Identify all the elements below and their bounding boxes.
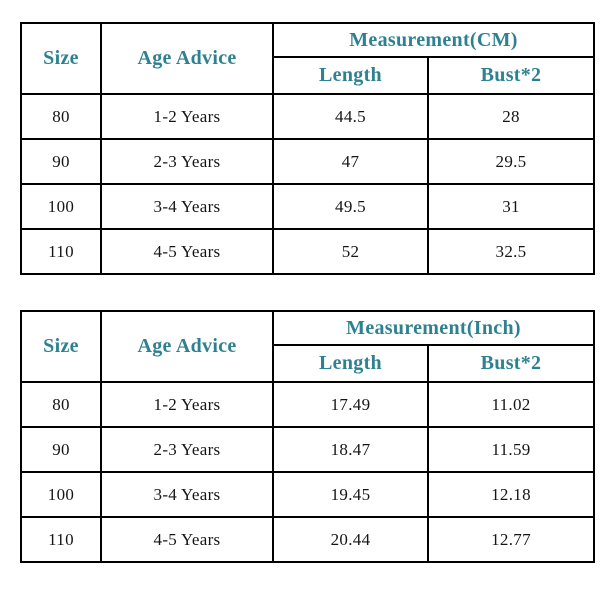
table-row: 80 1-2 Years 44.5 28: [20, 93, 596, 140]
table-row: 110 4-5 Years 52 32.5: [20, 228, 596, 275]
length-cell: 20.44: [272, 516, 429, 563]
age-cell: 3-4 Years: [100, 471, 274, 518]
size-cell: 110: [20, 516, 102, 563]
age-cell: 2-3 Years: [100, 426, 274, 473]
age-cell: 2-3 Years: [100, 138, 274, 185]
length-column-header: Length: [272, 344, 429, 383]
age-cell: 4-5 Years: [100, 228, 274, 275]
bust-cell: 31: [426, 183, 596, 230]
bust-column-header: Bust*2: [426, 56, 596, 95]
length-cell: 47: [272, 138, 429, 185]
measurement-inch-header: Measurement(Inch): [271, 310, 596, 346]
length-cell: 49.5: [272, 183, 429, 230]
bust-cell: 11.02: [426, 381, 596, 428]
header-row-subcolumns: Length Bust*2: [21, 344, 596, 383]
length-cell: 18.47: [272, 426, 429, 473]
bust-cell: 11.59: [426, 426, 596, 473]
size-chart-cm-table: Size Age Advice Measurement(CM) Length B…: [20, 22, 596, 275]
size-cell: 110: [20, 228, 102, 275]
age-cell: 3-4 Years: [100, 183, 274, 230]
size-column-header: Size: [20, 310, 102, 383]
bust-cell: 12.77: [426, 516, 596, 563]
size-cell: 90: [20, 138, 102, 185]
table-row: 100 3-4 Years 49.5 31: [20, 183, 596, 230]
table-row: 100 3-4 Years 19.45 12.18: [20, 471, 596, 518]
length-column-header: Length: [272, 56, 429, 95]
table-row: 90 2-3 Years 47 29.5: [20, 138, 596, 185]
age-cell: 1-2 Years: [100, 381, 274, 428]
bust-cell: 12.18: [426, 471, 596, 518]
length-cell: 44.5: [272, 93, 429, 140]
bust-column-header: Bust*2: [426, 344, 596, 383]
header-row-measurement: Size Age Advice Measurement(Inch): [20, 310, 596, 383]
age-advice-column-header: Age Advice: [100, 22, 274, 95]
length-cell: 52: [272, 228, 429, 275]
size-cell: 80: [20, 381, 102, 428]
header-row-measurement: Size Age Advice Measurement(CM): [20, 22, 596, 95]
length-cell: 17.49: [272, 381, 429, 428]
table-row: 110 4-5 Years 20.44 12.77: [20, 516, 596, 563]
age-cell: 4-5 Years: [100, 516, 274, 563]
size-cell: 100: [20, 471, 102, 518]
table-row: 90 2-3 Years 18.47 11.59: [20, 426, 596, 473]
size-cell: 90: [20, 426, 102, 473]
age-advice-column-header: Age Advice: [100, 310, 274, 383]
table-row: 80 1-2 Years 17.49 11.02: [20, 381, 596, 428]
measurement-cm-header: Measurement(CM): [271, 22, 596, 58]
bust-cell: 29.5: [426, 138, 596, 185]
size-cell: 80: [20, 93, 102, 140]
age-cell: 1-2 Years: [100, 93, 274, 140]
length-cell: 19.45: [272, 471, 429, 518]
header-row-subcolumns: Length Bust*2: [21, 56, 596, 95]
size-column-header: Size: [20, 22, 102, 95]
size-chart-inch-table: Size Age Advice Measurement(Inch) Length…: [20, 310, 596, 563]
bust-cell: 32.5: [426, 228, 596, 275]
bust-cell: 28: [426, 93, 596, 140]
size-cell: 100: [20, 183, 102, 230]
